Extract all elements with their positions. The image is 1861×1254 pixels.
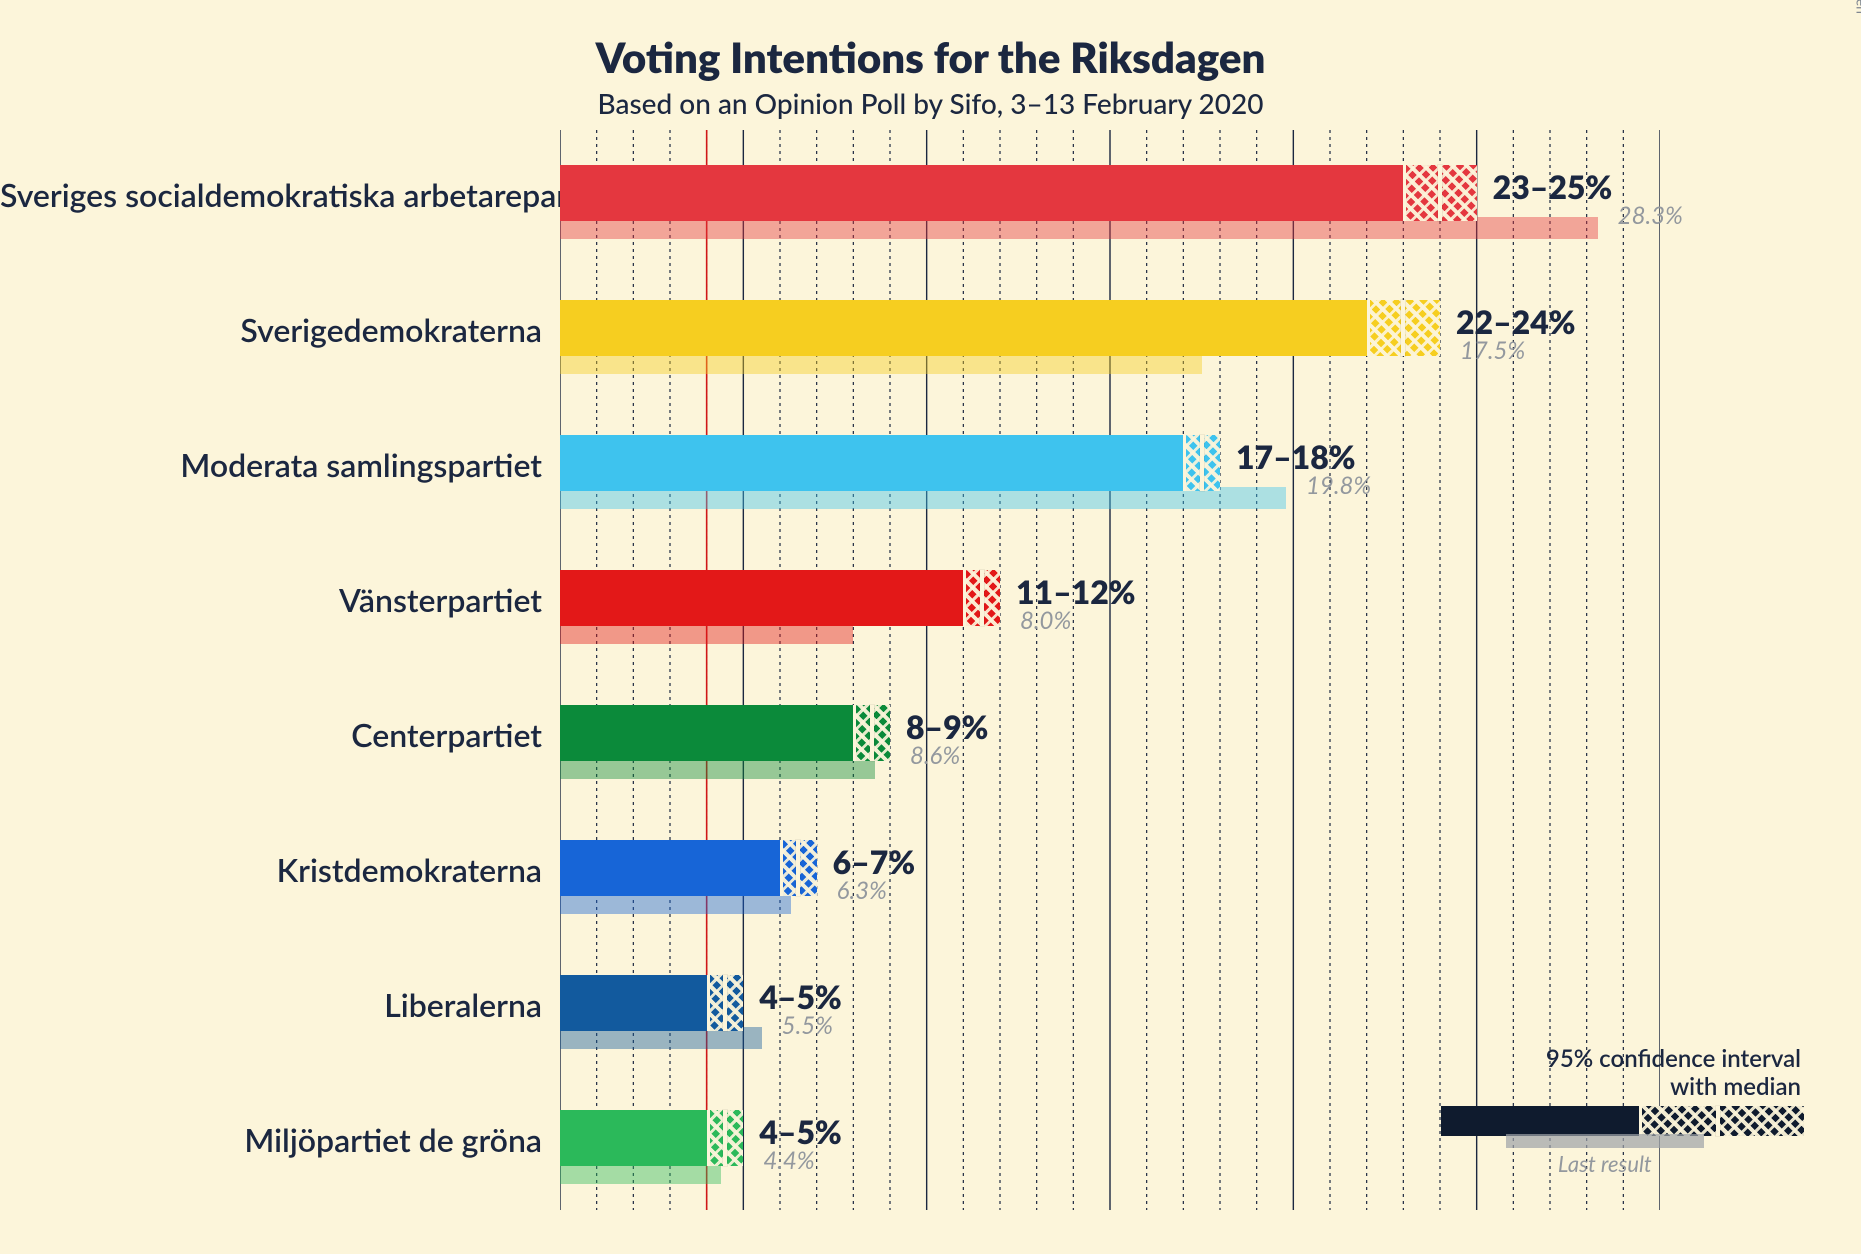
last-result-label: 5.5% — [782, 1011, 833, 1040]
party-row: Sveriges socialdemokratiska arbetarepart… — [0, 130, 1860, 265]
median-marker — [1401, 300, 1405, 356]
party-row: Centerpartiet8–9%8.6% — [0, 670, 1860, 805]
last-result-label: 17.5% — [1460, 336, 1525, 365]
legend-median-marker — [1716, 1106, 1720, 1136]
party-row: Sverigedemokraterna22–24%17.5% — [0, 265, 1860, 400]
median-marker — [796, 840, 800, 896]
legend-last-bar — [1506, 1134, 1704, 1148]
ci-bar — [560, 705, 890, 761]
legend-text-2: with median — [1670, 1072, 1801, 1101]
legend-last-label: Last result — [1506, 1150, 1704, 1177]
last-result-label: 8.6% — [910, 741, 960, 770]
legend: 95% confidence intervalwith median Last r… — [1441, 1044, 1801, 1194]
party-label: Liberalerna — [0, 985, 542, 1024]
last-result-label: 19.8% — [1306, 471, 1371, 500]
median-marker — [1438, 165, 1442, 221]
bar-group — [560, 400, 1660, 535]
last-result-label: 4.4% — [763, 1146, 814, 1175]
last-result-label: 28.3% — [1618, 201, 1683, 230]
median-marker — [870, 705, 874, 761]
median-marker — [723, 975, 727, 1031]
ci-bar — [560, 840, 817, 896]
party-label: Miljöpartiet de gröna — [0, 1120, 542, 1159]
ci-bar — [560, 570, 1000, 626]
median-marker — [1200, 435, 1204, 491]
bar-group — [560, 805, 1660, 940]
median-marker — [980, 570, 984, 626]
party-label: Centerpartiet — [0, 715, 542, 754]
legend-text-1: 95% confidence interval — [1546, 1044, 1801, 1073]
party-label: Moderata samlingspartiet — [0, 445, 542, 484]
party-label: Sverigedemokraterna — [0, 310, 542, 349]
last-result-label: 8.0% — [1020, 606, 1071, 635]
last-result-label: 6.3% — [837, 876, 887, 905]
chart-title: Voting Intentions for the Riksdagen — [0, 32, 1861, 82]
ci-bar — [560, 435, 1220, 491]
ci-bar — [560, 300, 1440, 356]
ci-bar — [560, 165, 1477, 221]
party-row: Vänsterpartiet11–12%8.0% — [0, 535, 1860, 670]
legend-ci-hatch — [1639, 1106, 1804, 1136]
party-row: Kristdemokraterna6–7%6.3% — [0, 805, 1860, 940]
party-row: Moderata samlingspartiet17–18%19.8% — [0, 400, 1860, 535]
range-label: 23–25% — [1493, 167, 1613, 206]
party-label: Vänsterpartiet — [0, 580, 542, 619]
bar-group — [560, 670, 1660, 805]
party-label: Sveriges socialdemokratiska arbetarepart… — [0, 175, 542, 214]
median-marker — [723, 1110, 727, 1166]
copyright-text: © 2020 Filip van Laenen — [1853, 0, 1861, 14]
party-label: Kristdemokraterna — [0, 850, 542, 889]
chart-subtitle: Based on an Opinion Poll by Sifo, 3–13 F… — [0, 86, 1861, 120]
